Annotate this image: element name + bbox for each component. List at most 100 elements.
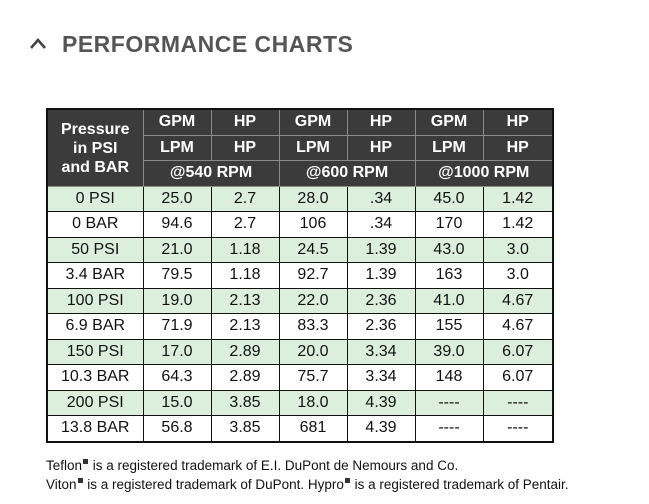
unit-header: HP (210, 108, 280, 136)
value-cell: 4.39 (346, 415, 416, 442)
value-cell: 2.89 (210, 338, 280, 365)
value-cell: 106 (278, 211, 348, 238)
unit-header: HP (346, 108, 416, 136)
value-cell: 681 (278, 415, 348, 442)
value-cell: ---- (482, 389, 554, 416)
pressure-cell: 150 PSI (46, 338, 144, 365)
table-row: 150 PSI 17.0 2.89 20.0 3.34 39.0 6.07 (46, 338, 554, 365)
value-cell: 2.13 (210, 287, 280, 314)
value-cell: 19.0 (142, 287, 212, 314)
value-cell: 64.3 (142, 364, 212, 391)
pressure-cell: 200 PSI (46, 389, 144, 416)
value-cell: 3.0 (482, 236, 554, 263)
unit-header: HP (482, 134, 554, 161)
value-cell: 148 (414, 364, 484, 391)
pressure-cell: 3.4 BAR (46, 262, 144, 289)
trademark-line: Viton is a registered trademark of DuPon… (46, 475, 569, 494)
pressure-header-line: Pressure (61, 121, 130, 139)
value-cell: 2.7 (210, 211, 280, 238)
value-cell: 22.0 (278, 287, 348, 314)
value-cell: 1.18 (210, 262, 280, 289)
value-cell: 3.85 (210, 389, 280, 416)
value-cell: 1.42 (482, 185, 554, 212)
value-cell: 2.36 (346, 287, 416, 314)
value-cell: 25.0 (142, 185, 212, 212)
value-cell: 4.39 (346, 389, 416, 416)
value-cell: 1.18 (210, 236, 280, 263)
pressure-cell: 100 PSI (46, 287, 144, 314)
table-row: 0 BAR 94.6 2.7 106 .34 170 1.42 (46, 211, 554, 238)
value-cell: 75.7 (278, 364, 348, 391)
table-row: 3.4 BAR 79.5 1.18 92.7 1.39 163 3.0 (46, 262, 554, 289)
value-cell: 170 (414, 211, 484, 238)
unit-header: LPM (414, 134, 484, 161)
rpm-group-header: @600 RPM (278, 160, 416, 187)
value-cell: 15.0 (142, 389, 212, 416)
value-cell: 94.6 (142, 211, 212, 238)
performance-table: Pressure in PSI and BAR GPM HP GPM HP GP… (46, 108, 554, 443)
pressure-header-line: and BAR (61, 159, 130, 177)
value-cell: 4.67 (482, 287, 554, 314)
table-row: 100 PSI 19.0 2.13 22.0 2.36 41.0 4.67 (46, 287, 554, 314)
unit-header: GPM (414, 108, 484, 136)
value-cell: 2.7 (210, 185, 280, 212)
value-cell: 92.7 (278, 262, 348, 289)
value-cell: 1.42 (482, 211, 554, 238)
section-title: PERFORMANCE CHARTS (62, 30, 354, 57)
registered-mark-icon (83, 459, 89, 464)
unit-header: GPM (278, 108, 348, 136)
value-cell: 2.36 (346, 313, 416, 340)
value-cell: 17.0 (142, 338, 212, 365)
brand-name: Hypro (307, 477, 344, 492)
value-cell: 6.07 (482, 364, 554, 391)
table-row: 200 PSI 15.0 3.85 18.0 4.39 ---- ---- (46, 389, 554, 416)
pressure-cell: 0 PSI (46, 185, 144, 212)
unit-header: GPM (142, 108, 212, 136)
value-cell: 24.5 (278, 236, 348, 263)
trademark-notes: Teflon is a registered trademark of E.I.… (46, 456, 569, 494)
value-cell: 79.5 (142, 262, 212, 289)
pressure-cell: 6.9 BAR (46, 313, 144, 340)
value-cell: 4.67 (482, 313, 554, 340)
value-cell: 3.0 (482, 262, 554, 289)
value-cell: 21.0 (142, 236, 212, 263)
value-cell: 43.0 (414, 236, 484, 263)
value-cell: 1.39 (346, 262, 416, 289)
chevron-up-icon (30, 38, 46, 49)
rpm-group-header: @1000 RPM (414, 160, 554, 187)
value-cell: 163 (414, 262, 484, 289)
value-cell: 6.07 (482, 338, 554, 365)
unit-header: HP (346, 134, 416, 161)
pressure-header: Pressure in PSI and BAR (46, 108, 144, 187)
unit-header: LPM (278, 134, 348, 161)
pressure-cell: 0 BAR (46, 211, 144, 238)
pressure-cell: 13.8 BAR (46, 415, 144, 442)
value-cell: 3.34 (346, 364, 416, 391)
table-row: 6.9 BAR 71.9 2.13 83.3 2.36 155 4.67 (46, 313, 554, 340)
performance-charts-toggle[interactable]: PERFORMANCE CHARTS (28, 28, 353, 60)
value-cell: 56.8 (142, 415, 212, 442)
trademark-line: Teflon is a registered trademark of E.I.… (46, 456, 569, 475)
value-cell: 155 (414, 313, 484, 340)
value-cell: 20.0 (278, 338, 348, 365)
registered-mark-icon (344, 478, 350, 483)
brand-name: Teflon (46, 458, 83, 473)
brand-name: Viton (46, 477, 77, 492)
value-cell: 2.13 (210, 313, 280, 340)
trademark-text: is a registered trademark of DuPont. (83, 477, 308, 492)
value-cell: 2.89 (210, 364, 280, 391)
value-cell: 71.9 (142, 313, 212, 340)
pressure-cell: 10.3 BAR (46, 364, 144, 391)
value-cell: ---- (482, 415, 554, 442)
value-cell: 1.39 (346, 236, 416, 263)
value-cell: 83.3 (278, 313, 348, 340)
table-body: 0 PSI 25.0 2.7 28.0 .34 45.0 1.42 0 BAR … (46, 185, 554, 442)
value-cell: 3.85 (210, 415, 280, 442)
table-row: 0 PSI 25.0 2.7 28.0 .34 45.0 1.42 (46, 185, 554, 212)
value-cell: 28.0 (278, 185, 348, 212)
table-row: 50 PSI 21.0 1.18 24.5 1.39 43.0 3.0 (46, 236, 554, 263)
value-cell: ---- (414, 389, 484, 416)
value-cell: 18.0 (278, 389, 348, 416)
value-cell: .34 (346, 185, 416, 212)
value-cell: 41.0 (414, 287, 484, 314)
